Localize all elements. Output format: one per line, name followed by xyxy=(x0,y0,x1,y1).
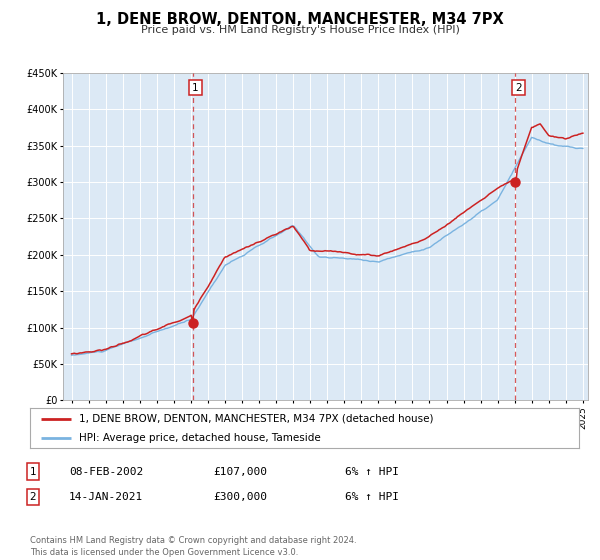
Text: 1, DENE BROW, DENTON, MANCHESTER, M34 7PX (detached house): 1, DENE BROW, DENTON, MANCHESTER, M34 7P… xyxy=(79,414,434,424)
Text: 2: 2 xyxy=(29,492,37,502)
Text: 08-FEB-2002: 08-FEB-2002 xyxy=(69,466,143,477)
Text: Contains HM Land Registry data © Crown copyright and database right 2024.
This d: Contains HM Land Registry data © Crown c… xyxy=(30,536,356,557)
Text: 1, DENE BROW, DENTON, MANCHESTER, M34 7PX: 1, DENE BROW, DENTON, MANCHESTER, M34 7P… xyxy=(96,12,504,27)
Text: 6% ↑ HPI: 6% ↑ HPI xyxy=(345,492,399,502)
Text: 1: 1 xyxy=(29,466,37,477)
Text: 6% ↑ HPI: 6% ↑ HPI xyxy=(345,466,399,477)
Text: £107,000: £107,000 xyxy=(213,466,267,477)
Text: 2: 2 xyxy=(515,82,522,92)
Text: 14-JAN-2021: 14-JAN-2021 xyxy=(69,492,143,502)
Text: HPI: Average price, detached house, Tameside: HPI: Average price, detached house, Tame… xyxy=(79,432,321,442)
Text: 1: 1 xyxy=(193,82,199,92)
Text: Price paid vs. HM Land Registry's House Price Index (HPI): Price paid vs. HM Land Registry's House … xyxy=(140,25,460,35)
Text: £300,000: £300,000 xyxy=(213,492,267,502)
